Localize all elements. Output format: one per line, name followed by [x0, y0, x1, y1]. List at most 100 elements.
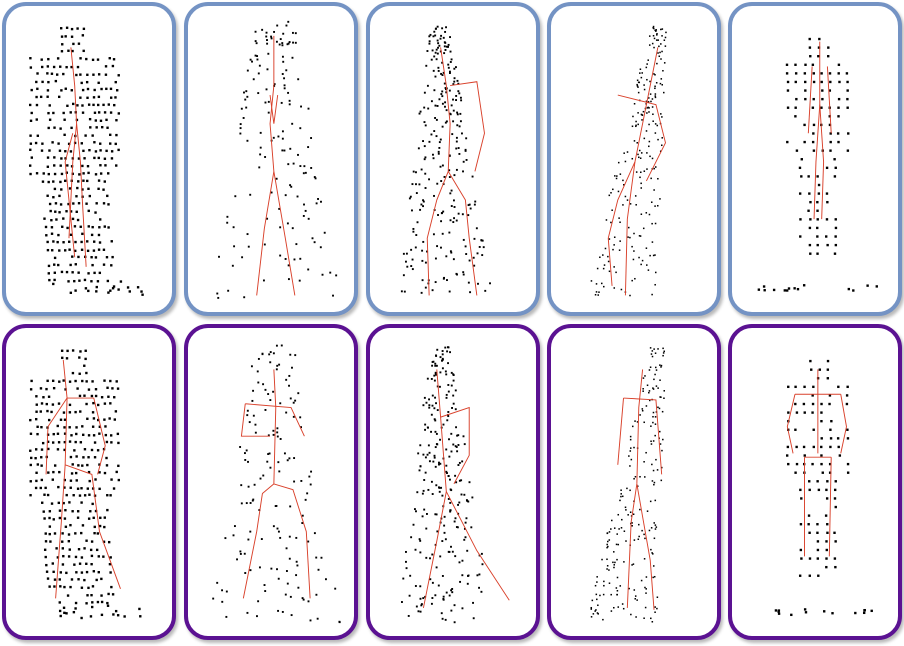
point-marker: [633, 539, 636, 541]
point-marker: [447, 498, 450, 500]
point-marker: [642, 110, 645, 113]
point-marker: [442, 598, 445, 601]
point-marker: [246, 69, 249, 72]
point-marker: [247, 245, 250, 248]
point-marker: [109, 111, 113, 114]
point-marker: [645, 212, 648, 214]
point-marker: [655, 369, 658, 371]
point-marker: [264, 388, 267, 391]
point-marker: [474, 200, 477, 203]
point-marker: [653, 575, 656, 578]
point-marker: [106, 194, 109, 198]
point-marker: [107, 172, 110, 175]
point-marker: [75, 571, 78, 574]
point-marker: [87, 272, 90, 275]
point-marker: [631, 525, 633, 527]
point-marker: [80, 531, 83, 535]
point-marker: [86, 417, 89, 420]
point-marker: [309, 483, 312, 486]
point-marker: [114, 609, 118, 613]
point-marker: [67, 49, 70, 52]
point-marker: [58, 509, 62, 512]
point-marker: [83, 578, 86, 582]
point-marker: [820, 72, 823, 75]
point-marker: [468, 481, 471, 484]
point-marker: [60, 35, 64, 38]
point-marker: [421, 249, 424, 252]
point-marker: [287, 264, 290, 267]
point-marker: [817, 192, 821, 195]
point-marker: [645, 66, 648, 69]
point-marker: [437, 150, 440, 153]
point-marker: [794, 385, 797, 389]
point-marker: [273, 30, 276, 33]
point-marker: [86, 73, 89, 76]
point-marker: [441, 617, 444, 620]
point-marker: [628, 587, 630, 590]
point-marker: [82, 149, 85, 153]
point-marker: [57, 263, 60, 267]
point-marker: [314, 177, 317, 180]
point-marker: [436, 409, 439, 412]
point-marker: [35, 172, 39, 175]
point-marker: [661, 84, 664, 86]
point-marker: [109, 289, 112, 292]
point-marker: [596, 267, 599, 270]
point-marker: [434, 430, 437, 433]
point-marker: [444, 101, 447, 104]
point-marker: [847, 132, 850, 135]
point-marker: [664, 45, 667, 47]
point-marker: [110, 585, 113, 589]
point-marker: [647, 106, 649, 109]
point-marker: [450, 205, 453, 207]
point-marker: [615, 543, 618, 546]
point-marker: [459, 112, 462, 115]
point-marker: [809, 200, 812, 204]
point-marker: [52, 518, 55, 521]
point-marker: [654, 434, 656, 437]
point-marker: [846, 89, 849, 92]
point-marker: [461, 559, 464, 562]
point-marker: [654, 132, 657, 134]
point-marker: [91, 425, 95, 428]
point-marker: [618, 528, 620, 530]
point-marker: [56, 448, 60, 451]
point-marker: [251, 499, 254, 502]
point-marker: [623, 561, 625, 563]
point-marker: [52, 432, 55, 436]
point-marker: [270, 37, 273, 40]
point-marker: [36, 432, 39, 436]
point-marker: [74, 263, 77, 266]
point-marker: [621, 495, 624, 498]
point-marker: [58, 249, 61, 252]
point-marker: [656, 204, 659, 207]
point-marker: [433, 30, 436, 33]
point-marker: [817, 183, 821, 187]
point-marker: [414, 246, 417, 249]
point-marker: [870, 609, 873, 613]
point-marker: [281, 42, 284, 45]
point-marker: [649, 254, 651, 257]
point-marker: [109, 142, 112, 145]
point-marker: [660, 28, 662, 31]
point-marker: [288, 103, 291, 106]
point-marker: [226, 221, 229, 224]
point-marker: [93, 240, 96, 243]
point-marker: [462, 160, 465, 163]
point-marker: [661, 50, 663, 53]
point-marker: [431, 361, 434, 363]
point-marker: [837, 140, 840, 144]
point-marker: [657, 406, 659, 409]
point-marker: [71, 172, 74, 176]
point-marker: [81, 88, 85, 92]
point-marker: [637, 91, 640, 94]
point-marker: [649, 366, 652, 368]
point-marker: [313, 176, 316, 178]
point-marker: [77, 180, 80, 183]
point-marker: [59, 418, 63, 421]
point-marker: [252, 414, 255, 417]
point-marker: [85, 380, 88, 383]
point-marker: [239, 123, 242, 126]
point-marker: [94, 388, 98, 391]
point-marker: [828, 394, 832, 397]
